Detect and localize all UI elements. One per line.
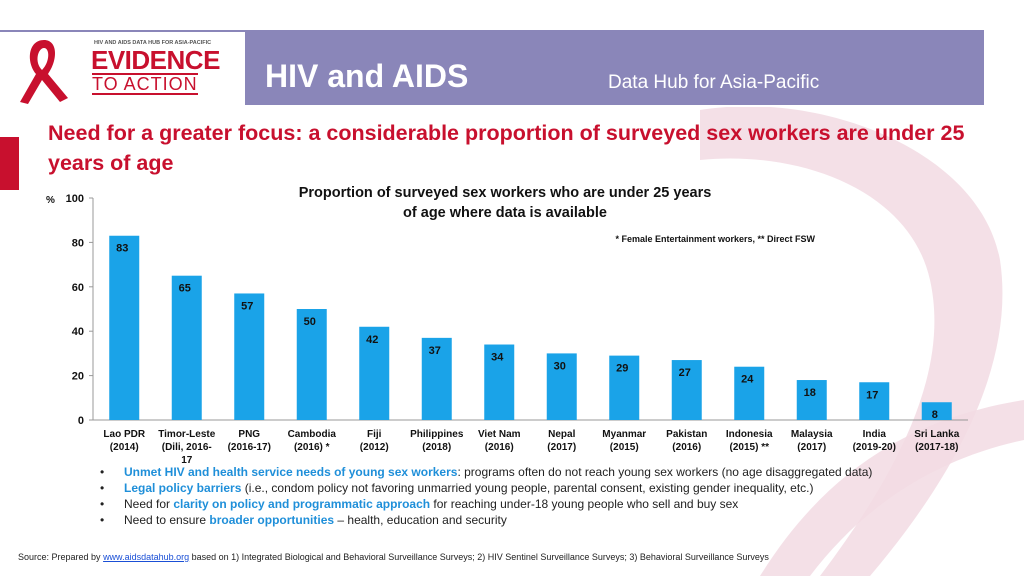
bar-value-label: 24 bbox=[741, 374, 754, 386]
x-tick-label: (2015) ** bbox=[730, 442, 770, 453]
bar-value-label: 29 bbox=[616, 363, 628, 375]
key-points-list: Unmet HIV and health service needs of yo… bbox=[100, 464, 1000, 528]
bar bbox=[296, 309, 327, 420]
bullet-item: Need to ensure broader opportunities – h… bbox=[100, 512, 1000, 528]
bar-value-label: 34 bbox=[491, 352, 504, 364]
bar-value-label: 65 bbox=[179, 283, 191, 295]
bar-value-label: 42 bbox=[366, 334, 378, 346]
x-tick-label: Indonesia bbox=[726, 429, 773, 440]
bar-value-label: 8 bbox=[932, 409, 938, 421]
left-accent-bar bbox=[0, 137, 19, 190]
bar-value-label: 37 bbox=[429, 345, 441, 357]
x-tick-label: 17 bbox=[181, 455, 193, 466]
bullet-highlight: broader opportunities bbox=[209, 513, 335, 527]
y-tick-label: 20 bbox=[72, 371, 84, 383]
bar bbox=[609, 355, 640, 420]
x-tick-label: Nepal bbox=[548, 429, 575, 440]
x-tick-label: (2017) bbox=[547, 442, 576, 453]
logo-hub-text: HIV AND AIDS DATA HUB FOR ASIA-PACIFIC bbox=[94, 40, 212, 46]
bullet-item: Need for clarity on policy and programma… bbox=[100, 496, 1000, 512]
logo-evidence-text: EVIDENCE bbox=[91, 45, 220, 75]
bar bbox=[796, 380, 827, 420]
x-tick-label: (2016) bbox=[485, 442, 514, 453]
x-tick-label: (2016-17) bbox=[228, 442, 271, 453]
x-tick-label: Malaysia bbox=[791, 429, 833, 440]
y-tick-label: 80 bbox=[72, 237, 84, 249]
bar bbox=[546, 353, 577, 420]
bar bbox=[921, 402, 952, 420]
x-tick-label: (2018) bbox=[422, 442, 451, 453]
y-tick-label: 60 bbox=[72, 282, 84, 294]
bar bbox=[671, 360, 702, 420]
bullet-highlight: Legal policy barriers bbox=[124, 481, 242, 495]
logo-action-text: TO ACTION bbox=[92, 73, 198, 95]
y-axis-unit-label: % bbox=[46, 195, 55, 206]
bar bbox=[859, 382, 890, 420]
y-tick-label: 40 bbox=[72, 326, 84, 338]
bullet-highlight: clarity on policy and programmatic appro… bbox=[173, 497, 431, 511]
x-tick-label: Sri Lanka bbox=[914, 429, 959, 440]
bar-value-label: 18 bbox=[804, 387, 816, 399]
bullet-item: Unmet HIV and health service needs of yo… bbox=[100, 464, 1000, 480]
x-tick-label: Lao PDR bbox=[103, 429, 145, 440]
x-tick-label: Philippines bbox=[410, 429, 464, 440]
x-tick-label: (2017) bbox=[797, 442, 826, 453]
x-tick-label: (2015) bbox=[610, 442, 639, 453]
x-tick-label: Viet Nam bbox=[478, 429, 521, 440]
bullet-highlight: Unmet HIV and health service needs of yo… bbox=[124, 465, 458, 479]
x-tick-label: (2019-20) bbox=[853, 442, 896, 453]
bar bbox=[109, 235, 140, 420]
bar-value-label: 50 bbox=[304, 316, 316, 328]
red-ribbon-icon bbox=[20, 40, 68, 104]
bullet-item: Legal policy barriers (i.e., condom poli… bbox=[100, 480, 1000, 496]
bar bbox=[421, 337, 452, 420]
x-tick-label: (2016) bbox=[672, 442, 701, 453]
bar-value-label: 57 bbox=[241, 300, 253, 312]
x-tick-label: Cambodia bbox=[288, 429, 337, 440]
x-tick-label: (2016) * bbox=[294, 442, 330, 453]
bar bbox=[734, 366, 765, 420]
bar bbox=[234, 293, 265, 420]
bar bbox=[171, 275, 202, 420]
bar bbox=[359, 326, 390, 420]
x-tick-label: Myanmar bbox=[602, 429, 646, 440]
app-title: HIV and AIDS bbox=[265, 58, 469, 94]
y-tick-label: 0 bbox=[78, 415, 84, 427]
source-link[interactable]: www.aidsdatahub.org bbox=[103, 552, 190, 562]
x-tick-label: PNG bbox=[238, 429, 260, 440]
x-tick-label: Fiji bbox=[367, 429, 382, 440]
x-tick-label: (Dili, 2016- bbox=[162, 442, 212, 453]
bar bbox=[484, 344, 515, 420]
bar-value-label: 27 bbox=[679, 367, 691, 379]
x-tick-label: Timor-Leste bbox=[158, 429, 215, 440]
chart-note: * Female Entertainment workers, ** Direc… bbox=[615, 234, 815, 244]
x-tick-label: (2012) bbox=[360, 442, 389, 453]
slide-headline: Need for a greater focus: a considerable… bbox=[48, 121, 965, 175]
chart-title-line-1: Proportion of surveyed sex workers who a… bbox=[299, 185, 712, 201]
bar-value-label: 30 bbox=[554, 360, 566, 372]
bar-value-label: 83 bbox=[116, 243, 128, 255]
x-tick-label: (2014) bbox=[110, 442, 139, 453]
y-tick-label: 100 bbox=[66, 193, 84, 205]
x-tick-label: Pakistan bbox=[666, 429, 707, 440]
source-note: Source: Prepared by www.aidsdatahub.org … bbox=[18, 552, 769, 562]
x-tick-label: (2017-18) bbox=[915, 442, 958, 453]
bar-value-label: 17 bbox=[866, 389, 878, 401]
chart-title-line-2: of age where data is available bbox=[403, 205, 607, 221]
app-subtitle: Data Hub for Asia-Pacific bbox=[608, 72, 820, 93]
x-tick-label: India bbox=[863, 429, 887, 440]
